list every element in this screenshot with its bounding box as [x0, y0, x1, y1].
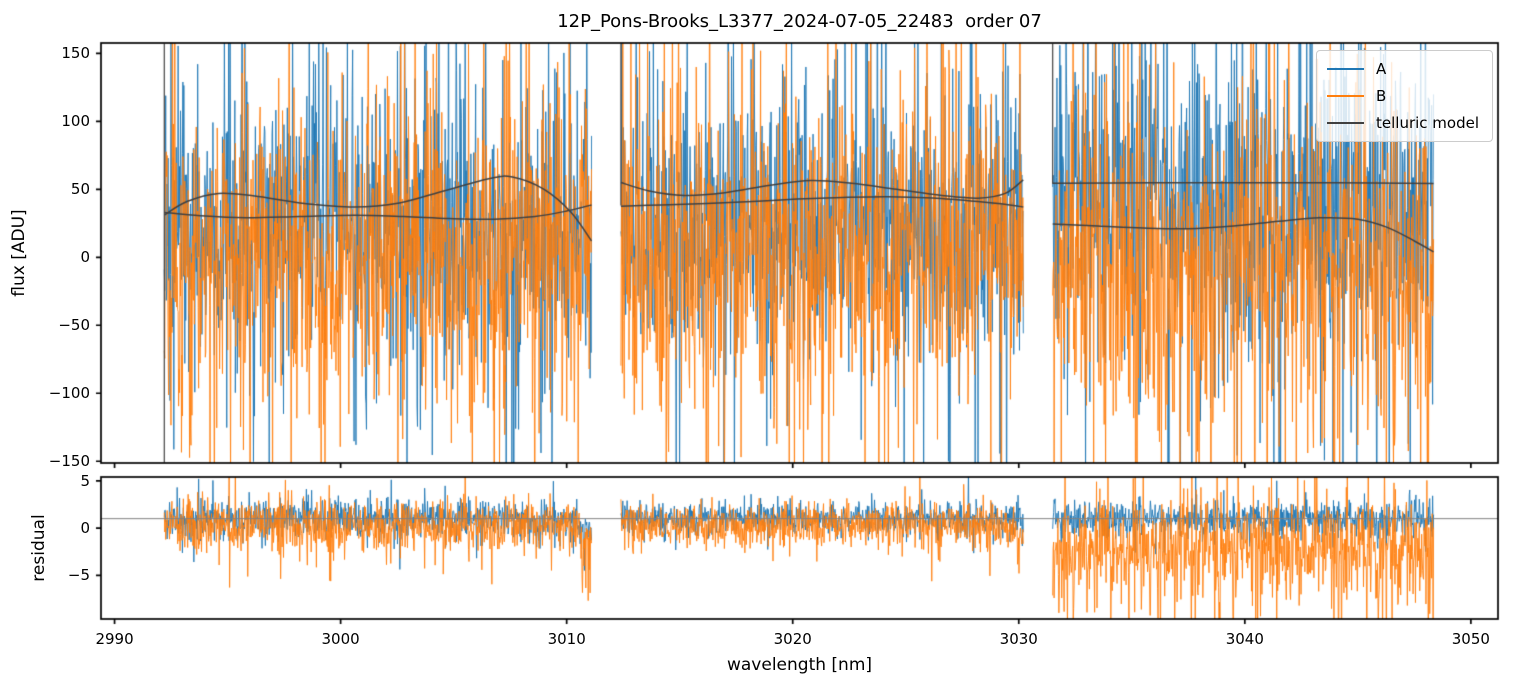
flux-y-tick-label: 100 — [61, 112, 90, 131]
flux-y-tick-label: −150 — [48, 452, 90, 471]
residual-y-tick-label: 0 — [80, 519, 90, 538]
residual-y-tick-label: −5 — [67, 566, 90, 585]
legend-item-telluric: telluric model — [1327, 114, 1482, 132]
x-tick-label: 3030 — [999, 630, 1038, 648]
legend-line-b-icon — [1327, 95, 1364, 97]
legend-label-b: B — [1376, 87, 1387, 105]
flux-y-tick-label: 0 — [80, 248, 90, 267]
x-tick-label: 3010 — [547, 630, 586, 648]
legend-label-telluric: telluric model — [1376, 114, 1480, 132]
plot-title: 12P_Pons-Brooks_L3377_2024-07-05_22483 o… — [557, 11, 1042, 32]
flux-y-tick-label: −100 — [48, 384, 90, 403]
flux-y-tick-label: −50 — [58, 316, 90, 335]
residual-y-tick-label: 5 — [80, 471, 90, 490]
legend: A B telluric model — [1316, 50, 1493, 142]
legend-line-a-icon — [1327, 68, 1364, 70]
x-tick-label: 3020 — [773, 630, 812, 648]
x-tick-label: 3040 — [1225, 630, 1264, 648]
legend-item-b: B — [1327, 87, 1482, 105]
x-axis-label: wavelength [nm] — [726, 655, 873, 675]
flux-y-tick-label: 150 — [61, 44, 90, 63]
x-tick-label: 3050 — [1451, 630, 1490, 648]
x-tick-label: 2990 — [95, 630, 134, 648]
legend-label-a: A — [1376, 60, 1387, 78]
legend-item-a: A — [1327, 60, 1482, 78]
legend-line-telluric-icon — [1327, 122, 1364, 124]
flux-y-tick-label: 50 — [70, 180, 90, 199]
x-tick-label: 3000 — [321, 630, 360, 648]
